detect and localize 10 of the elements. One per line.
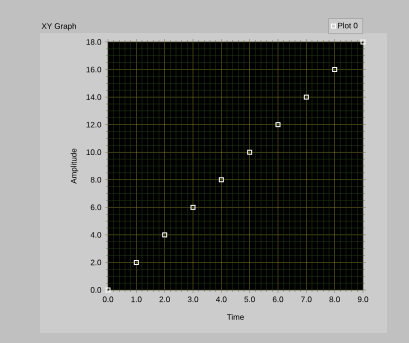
point [218, 177, 224, 182]
point [162, 232, 168, 238]
point [247, 150, 252, 155]
point [106, 288, 110, 292]
point [360, 40, 366, 44]
point [134, 260, 139, 265]
point [304, 94, 309, 100]
point [332, 67, 338, 72]
point [190, 204, 196, 210]
point [276, 122, 280, 128]
